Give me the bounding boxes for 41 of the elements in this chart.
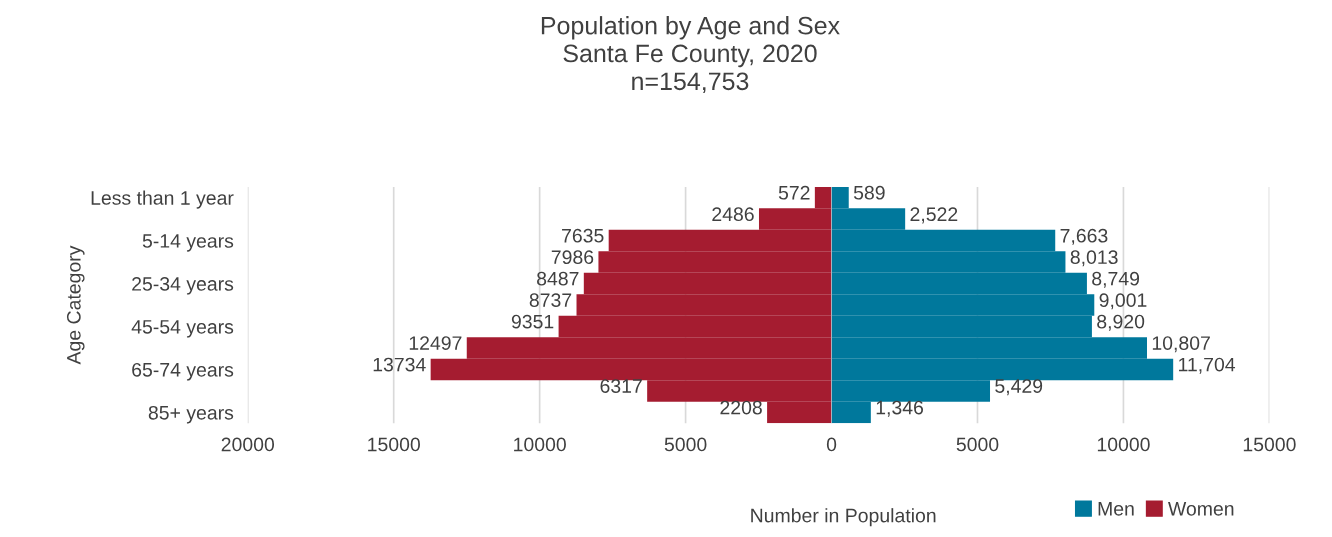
data-label: 7986	[551, 250, 594, 265]
data-label: 589	[853, 185, 885, 200]
data-label: 9,001	[1099, 293, 1147, 310]
y-tick-label: 85+ years	[148, 405, 234, 424]
data-label: 10,807	[1152, 336, 1210, 353]
x-axis-title: Number in Population	[751, 508, 936, 527]
x-tick-label: 10000	[1097, 437, 1150, 452]
legend-label: Men	[1098, 502, 1134, 516]
y-tick-label: Less than 1 year	[91, 190, 234, 209]
data-label: 12497	[409, 336, 462, 350]
y-axis-title: Age Category	[66, 245, 85, 365]
data-label: 8,749	[1092, 271, 1140, 288]
data-label: 11,704	[1179, 357, 1236, 374]
data-label: 13734	[373, 357, 426, 372]
data-label: 8487	[537, 271, 579, 286]
data-label: 8,920	[1097, 314, 1145, 331]
data-label: 8737	[529, 293, 572, 308]
data-label: 7635	[562, 228, 604, 243]
data-label: 1,346	[876, 400, 924, 417]
data-label: 5,429	[995, 379, 1043, 396]
chart-title: Population by Age and Sex Santa Fe County, 2020 n=154,753	[541, 16, 840, 94]
data-label: 2486	[712, 207, 754, 222]
x-tick-label: 15000	[1243, 437, 1296, 452]
y-tick-label: 25-34 years	[132, 277, 234, 295]
y-tick-label: 5-14 years	[142, 234, 234, 252]
x-tick-label: 15000	[368, 437, 420, 452]
x-tick-label: 0	[826, 437, 837, 452]
data-label: 9351	[511, 314, 554, 329]
data-label: 2208	[720, 400, 762, 415]
data-label: 6317	[600, 379, 642, 393]
data-label: 572	[778, 185, 810, 200]
legend-label: Women	[1168, 502, 1234, 516]
data-label: 8,013	[1070, 250, 1118, 267]
y-tick-label: 65-74 years	[132, 362, 234, 381]
y-tick-label: 45-54 years	[131, 320, 234, 338]
x-tick-label: 5000	[956, 437, 999, 452]
x-tick-label: 5000	[664, 437, 707, 452]
data-label: 2,522	[910, 207, 958, 224]
data-label: 7,663	[1060, 228, 1108, 245]
x-tick-label: 10000	[514, 437, 566, 452]
x-tick-label: 20000	[221, 437, 275, 452]
